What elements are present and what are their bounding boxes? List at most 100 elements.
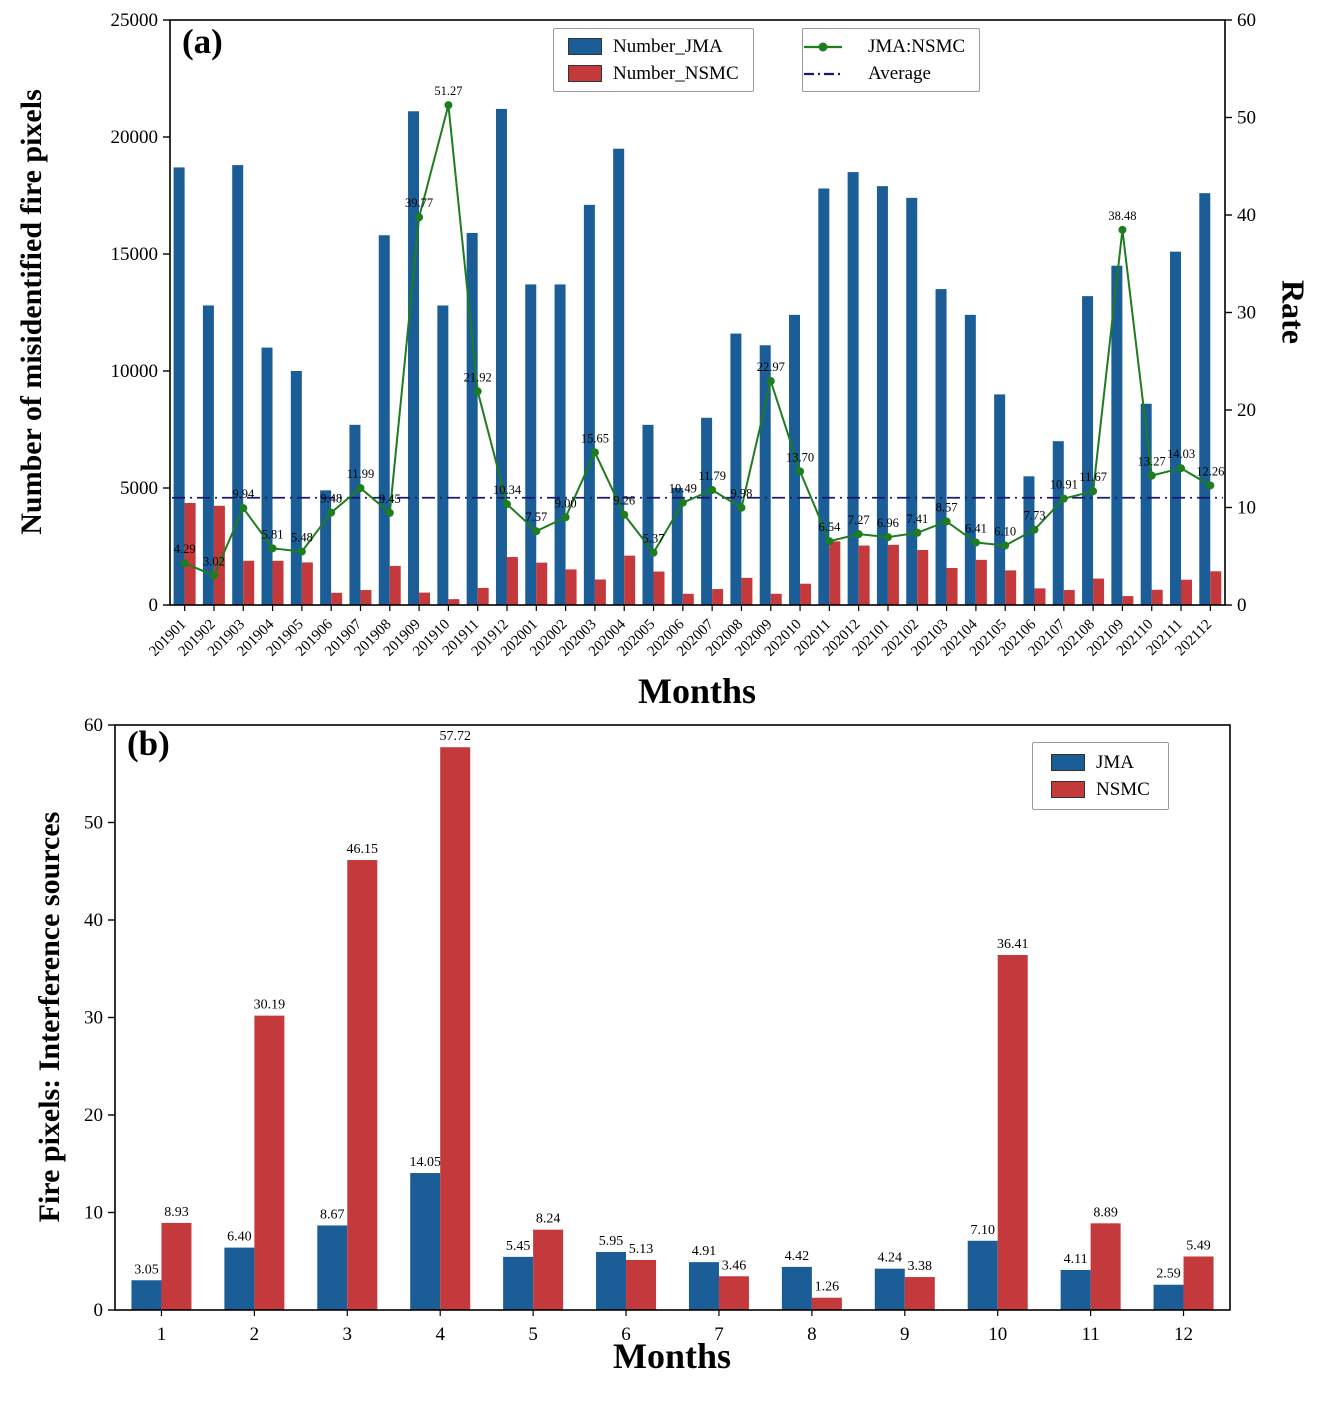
svg-text:10: 10 — [84, 1203, 103, 1224]
legend-item-number-nsmc: Number_NSMC — [568, 64, 739, 83]
svg-text:3.05: 3.05 — [134, 1262, 159, 1277]
svg-text:0: 0 — [149, 595, 159, 616]
x-axis-title-b: Months — [612, 1336, 732, 1376]
svg-text:9: 9 — [900, 1324, 910, 1345]
svg-text:20000: 20000 — [111, 127, 159, 148]
svg-text:3.38: 3.38 — [908, 1259, 933, 1274]
svg-text:9.94: 9.94 — [232, 487, 255, 501]
svg-text:10: 10 — [988, 1324, 1007, 1345]
plot-frame-a — [169, 19, 1226, 606]
bars-nsmc: 8.93 30.19 46.15 57.72 8.24 5.13 3.46 1.26 3.38 3… — [161, 729, 1214, 1310]
x-axis-a: 2019012019022019032019042019052019062019… — [146, 605, 1215, 660]
svg-text:5.95: 5.95 — [599, 1234, 624, 1249]
legend-item-jma: JMA — [1051, 753, 1150, 772]
legend-label-nsmc: NSMC — [1096, 779, 1150, 800]
svg-text:5000: 5000 — [120, 478, 158, 499]
svg-text:6.40: 6.40 — [227, 1230, 252, 1245]
svg-text:7.73: 7.73 — [1024, 509, 1046, 523]
svg-text:9.48: 9.48 — [320, 492, 342, 506]
y-axis-title-b: Fire pixels: Interference sources — [33, 811, 66, 1223]
svg-text:8.57: 8.57 — [936, 500, 958, 514]
svg-text:60: 60 — [1237, 10, 1256, 31]
legend-label-jma: JMA — [1096, 752, 1135, 773]
legend-item-number-jma: Number_JMA — [568, 37, 739, 56]
svg-text:6.96: 6.96 — [877, 516, 899, 530]
legend-a-bars: Number_JMA Number_NSMC — [553, 28, 754, 92]
svg-text:4.91: 4.91 — [692, 1244, 717, 1259]
svg-text:10.49: 10.49 — [669, 482, 697, 496]
x-axis-title-a: Months — [637, 671, 757, 711]
svg-text:14.05: 14.05 — [409, 1155, 441, 1170]
svg-text:4: 4 — [435, 1324, 445, 1345]
svg-text:12: 12 — [1174, 1324, 1193, 1345]
svg-text:36.41: 36.41 — [997, 937, 1029, 952]
ratio-line: 4.29 3.02 9.94 5.81 5.48 9.48 11.99 9.45 39.77 51… — [174, 84, 1224, 580]
svg-text:11.67: 11.67 — [1079, 470, 1107, 484]
svg-text:7.57: 7.57 — [525, 510, 547, 524]
svg-text:8.67: 8.67 — [320, 1207, 345, 1222]
svg-text:5.49: 5.49 — [1186, 1238, 1211, 1253]
svg-text:0: 0 — [94, 1300, 104, 1321]
svg-text:9.45: 9.45 — [379, 492, 401, 506]
chart-a: 0 5000 10000 15000 20000 25000 0 10 20 30 40 50 60 20… — [111, 10, 1257, 660]
y-axis-left-a: 0 5000 10000 15000 20000 25000 — [111, 10, 170, 616]
y-axis-right-a: 0 10 20 30 40 50 60 — [1225, 10, 1256, 616]
svg-text:13.70: 13.70 — [786, 450, 814, 464]
svg-text:22.97: 22.97 — [757, 360, 785, 374]
average-line-swatch — [804, 65, 857, 83]
svg-text:1: 1 — [157, 1324, 167, 1345]
panel-b-label: (b) — [127, 724, 170, 763]
svg-text:0: 0 — [1237, 595, 1247, 616]
legend-item-nsmc: NSMC — [1051, 780, 1150, 799]
svg-text:3: 3 — [343, 1324, 353, 1345]
svg-text:20: 20 — [84, 1105, 103, 1126]
nsmc-swatch — [1051, 781, 1085, 798]
svg-text:2: 2 — [250, 1324, 260, 1345]
svg-text:1.26: 1.26 — [815, 1280, 840, 1295]
legend-a-lines: JMA:NSMC Average — [802, 28, 981, 92]
svg-text:2.59: 2.59 — [1156, 1267, 1181, 1282]
svg-text:8.89: 8.89 — [1093, 1205, 1118, 1220]
svg-text:3.02: 3.02 — [203, 555, 225, 569]
svg-text:51.27: 51.27 — [434, 84, 462, 98]
svg-text:8: 8 — [807, 1324, 817, 1345]
svg-text:11: 11 — [1081, 1324, 1099, 1345]
svg-text:6: 6 — [621, 1324, 631, 1345]
svg-text:25000: 25000 — [111, 10, 159, 31]
legend-label-number-jma: Number_JMA — [613, 36, 723, 57]
y-axis-title-a-left: Number of misidentified fire pixels — [15, 89, 48, 535]
svg-text:10000: 10000 — [111, 361, 159, 382]
svg-text:60: 60 — [84, 715, 103, 736]
svg-text:7: 7 — [714, 1324, 724, 1345]
svg-text:6.10: 6.10 — [994, 525, 1016, 539]
svg-text:30: 30 — [1237, 303, 1256, 324]
svg-text:40: 40 — [84, 910, 103, 931]
y-axis-title-a-right: Rate — [1275, 280, 1312, 344]
svg-text:39.77: 39.77 — [405, 196, 433, 210]
y-axis-b: 0 10 20 30 40 50 60 — [84, 715, 115, 1321]
svg-text:40: 40 — [1237, 205, 1256, 226]
svg-text:8.24: 8.24 — [536, 1212, 561, 1227]
x-axis-b: 1 2 3 4 5 6 7 8 9 10 11 12 — [157, 1310, 1193, 1345]
legend-label-jma-nsmc: JMA:NSMC — [868, 36, 966, 57]
svg-text:4.24: 4.24 — [878, 1251, 903, 1266]
svg-text:9.98: 9.98 — [731, 487, 753, 501]
legend-item-jma-nsmc: JMA:NSMC — [804, 36, 966, 57]
svg-text:6.41: 6.41 — [965, 522, 987, 536]
svg-text:4.42: 4.42 — [785, 1249, 810, 1264]
svg-text:21.92: 21.92 — [464, 370, 492, 384]
svg-text:5.48: 5.48 — [291, 531, 313, 545]
svg-text:3.46: 3.46 — [722, 1258, 747, 1273]
svg-text:5: 5 — [528, 1324, 538, 1345]
svg-text:13.27: 13.27 — [1138, 455, 1166, 469]
svg-text:30.19: 30.19 — [254, 998, 286, 1013]
svg-text:8.93: 8.93 — [164, 1205, 189, 1220]
svg-text:50: 50 — [1237, 108, 1256, 129]
legend-label-number-nsmc: Number_NSMC — [613, 63, 739, 84]
svg-text:5.45: 5.45 — [506, 1239, 531, 1254]
svg-text:10.91: 10.91 — [1050, 478, 1078, 492]
svg-text:10: 10 — [1237, 498, 1256, 519]
svg-text:46.15: 46.15 — [347, 842, 379, 857]
